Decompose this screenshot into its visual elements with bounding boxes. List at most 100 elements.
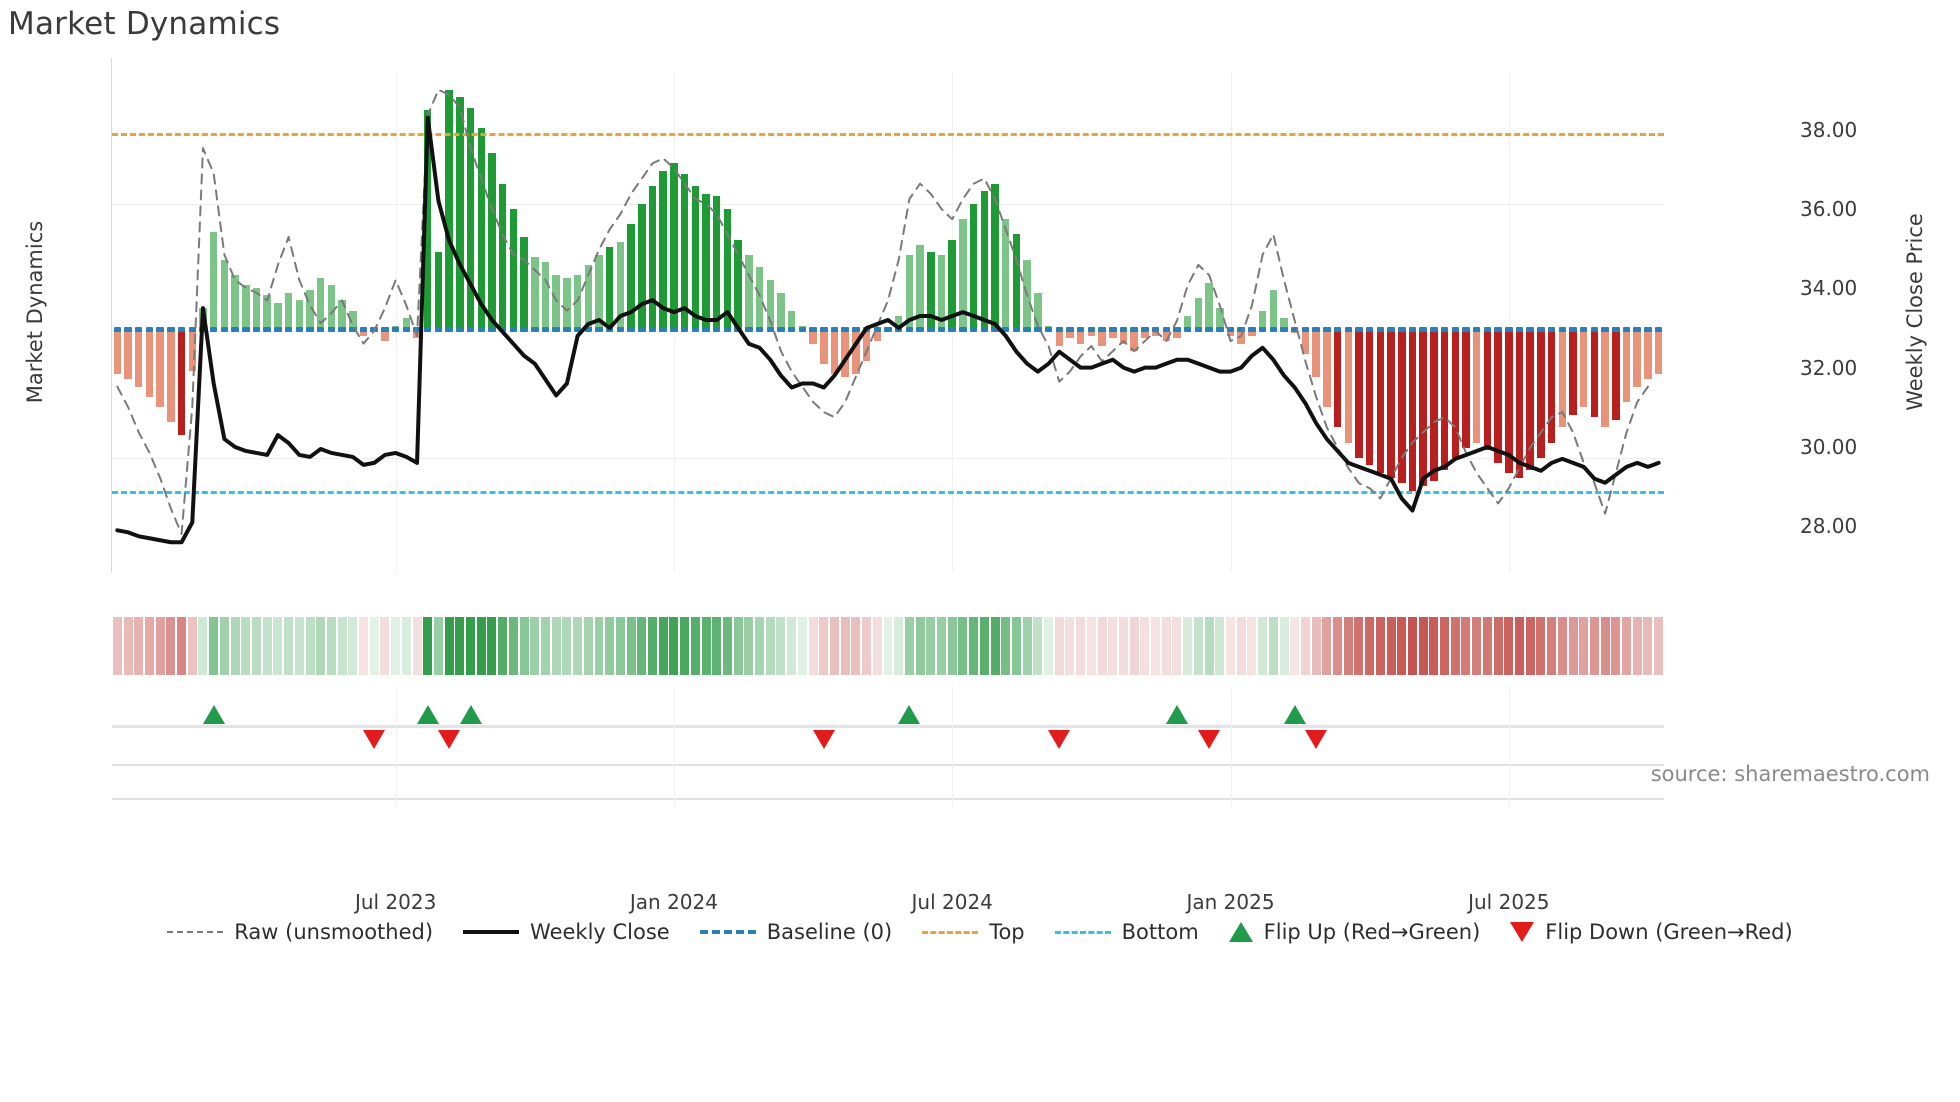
- legend-baseline[interactable]: Baseline (0): [699, 920, 892, 944]
- baseline-cap: [1537, 326, 1545, 332]
- heat-cell: [551, 617, 561, 675]
- momentum-bar: [188, 330, 196, 372]
- momentum-bar: [252, 287, 261, 331]
- source-annotation: source: sharemaestro.com: [1650, 762, 1930, 786]
- momentum-bar: [434, 252, 443, 331]
- heat-cell: [1557, 617, 1567, 675]
- heat-cell: [1333, 617, 1343, 675]
- baseline-cap: [1012, 326, 1021, 332]
- baseline-cap: [1290, 326, 1299, 332]
- heat-cell: [1407, 617, 1417, 675]
- baseline-cap: [177, 326, 186, 332]
- heat-cell: [1086, 617, 1096, 675]
- baseline-cap: [916, 326, 924, 332]
- momentum-bar: [1601, 330, 1609, 428]
- momentum-bar: [1183, 315, 1192, 331]
- heat-cell: [862, 617, 872, 675]
- y-axis-right-tick: 34.00: [1800, 276, 1858, 301]
- baseline-cap: [1451, 326, 1460, 332]
- heat-cell: [926, 617, 936, 675]
- heat-cell: [444, 617, 454, 675]
- y-axis-right-tick: 36.00: [1800, 196, 1858, 221]
- momentum-bar: [1194, 297, 1203, 331]
- momentum-bar: [1494, 330, 1502, 463]
- baseline-cap: [991, 326, 999, 332]
- momentum-bar: [1012, 234, 1021, 331]
- baseline-cap: [969, 326, 978, 332]
- momentum-bar: [1237, 330, 1245, 344]
- legend-flip-up[interactable]: Flip Up (Red→Green): [1228, 920, 1480, 944]
- momentum-bar: [338, 300, 346, 331]
- baseline-cap: [284, 326, 293, 332]
- momentum-bar: [488, 153, 496, 331]
- momentum-bar: [316, 277, 325, 331]
- flip-down-marker: [1198, 730, 1221, 749]
- legend-top[interactable]: Top: [922, 920, 1025, 944]
- momentum-bar: [916, 244, 924, 331]
- momentum-bar: [1569, 330, 1577, 415]
- baseline-cap: [1226, 326, 1235, 332]
- baseline-cap: [359, 326, 368, 332]
- baseline-cap: [1376, 326, 1385, 332]
- momentum-bar: [712, 196, 721, 331]
- flip-up-marker: [1283, 705, 1306, 724]
- baseline-cap: [1141, 326, 1149, 332]
- flip-up-marker: [416, 705, 439, 724]
- flip-marker-rows: [112, 686, 1664, 806]
- baseline-cap: [1365, 326, 1374, 332]
- marker-gridline-x: [395, 686, 397, 806]
- heat-cell: [1161, 617, 1171, 675]
- heat-cell: [979, 617, 989, 675]
- heat-cell: [348, 617, 358, 675]
- momentum-bar: [1612, 330, 1620, 420]
- baseline-cap: [1569, 326, 1577, 332]
- momentum-bar: [306, 290, 314, 331]
- momentum-bar: [1355, 330, 1363, 458]
- heat-cell: [1375, 617, 1385, 675]
- heat-cell: [1611, 617, 1621, 675]
- raw-unsmoothed-line: [116, 88, 1649, 535]
- momentum-bar: [456, 97, 464, 331]
- heat-cell: [1397, 617, 1407, 675]
- baseline-cap: [638, 326, 646, 332]
- heat-cell: [1236, 617, 1246, 675]
- momentum-bar: [1151, 330, 1160, 336]
- momentum-bar: [1633, 330, 1641, 387]
- momentum-bar: [1515, 330, 1524, 479]
- heat-cell: [1632, 617, 1642, 675]
- heat-cell: [305, 617, 315, 675]
- momentum-bar: [1226, 330, 1235, 336]
- baseline-cap: [1216, 326, 1224, 332]
- momentum-bar: [424, 110, 432, 331]
- momentum-bar: [1001, 219, 1010, 331]
- heat-cell: [1247, 617, 1257, 675]
- baseline-cap: [209, 326, 218, 332]
- baseline-cap: [552, 326, 560, 332]
- heat-cell: [1482, 617, 1492, 675]
- heat-cell: [1547, 617, 1557, 675]
- flip-down-marker: [812, 730, 835, 749]
- legend-weekly-close-label: Weekly Close: [530, 920, 670, 944]
- heat-cell: [1418, 617, 1428, 675]
- momentum-bar: [477, 127, 485, 331]
- legend-flip-down[interactable]: Flip Down (Green→Red): [1510, 920, 1793, 944]
- top-threshold-line: [112, 132, 1664, 136]
- momentum-bar: [145, 330, 154, 397]
- x-axis-tick: Jul 2024: [911, 890, 993, 914]
- baseline-cap: [1109, 326, 1117, 332]
- heat-cell: [1268, 617, 1278, 675]
- momentum-bar: [691, 186, 700, 331]
- heat-cell: [722, 617, 732, 675]
- momentum-bar: [1034, 292, 1042, 331]
- momentum-bar: [1066, 330, 1074, 339]
- legend-weekly-close[interactable]: Weekly Close: [463, 920, 670, 944]
- momentum-bar: [745, 254, 753, 331]
- legend-raw-unsmoothed[interactable]: Raw (unsmoothed): [167, 920, 433, 944]
- baseline-cap: [702, 326, 710, 332]
- heat-cell: [1322, 617, 1332, 675]
- heat-cell: [1033, 617, 1043, 675]
- baseline-cap: [1301, 326, 1310, 332]
- y-axis-spine: [111, 58, 112, 572]
- legend-bottom[interactable]: Bottom: [1054, 920, 1199, 944]
- heat-cell: [466, 617, 476, 675]
